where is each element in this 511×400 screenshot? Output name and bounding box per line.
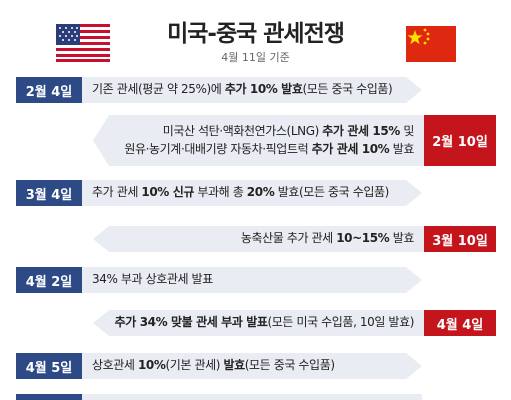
event-text: 기존 관세(평균 약 25%)에 추가 10% 발효(모든 중국 수입품) xyxy=(92,82,393,96)
event-text: 추가 관세 10% 신규 부과해 총 20% 발효(모든 중국 수입품) xyxy=(92,185,389,199)
event-text: 추가 34% 맞불 관세 부과 발표(모든 미국 수입품, 10일 발효) xyxy=(114,315,415,329)
event-band-us xyxy=(16,77,422,103)
event-band-us xyxy=(16,180,422,206)
event-date-us: 4월 2일 xyxy=(16,267,82,293)
event-text: 농축산물 추가 관세 10~15% 발효 xyxy=(240,231,415,245)
event-text: 34% 부과 상호관세 발표 xyxy=(92,272,213,286)
page-subtitle: 4월 11일 기준 xyxy=(221,51,290,64)
china-flag-icon xyxy=(406,26,456,62)
event-text: 상호관세 10%(기본 관세) 발효(모든 중국 수입품) xyxy=(92,358,335,372)
event-date-us: 3월 4일 xyxy=(16,180,82,206)
event-date-cn: 4월 4일 xyxy=(424,310,496,336)
event-text-line1: 미국산 석탄·액화천연가스(LNG) 추가 관세 15% 및 xyxy=(162,124,415,138)
event-date-us: 4월 5일 xyxy=(16,353,82,379)
next-event-band-partial xyxy=(16,394,422,400)
page-title: 미국-중국 관세전쟁 xyxy=(167,21,345,47)
event-date-cn: 3월 10일 xyxy=(424,226,496,252)
event-band-us xyxy=(16,267,422,293)
us-flag-icon xyxy=(56,24,110,62)
next-event-date-partial xyxy=(16,394,82,400)
event-band-us xyxy=(16,353,422,379)
event-date-us: 2월 4일 xyxy=(16,77,82,103)
event-date-cn: 2월 10일 xyxy=(424,115,496,166)
event-text-line2: 원유·농기계·대배기량 자동차·픽업트럭 추가 관세 10% 발효 xyxy=(124,142,414,156)
